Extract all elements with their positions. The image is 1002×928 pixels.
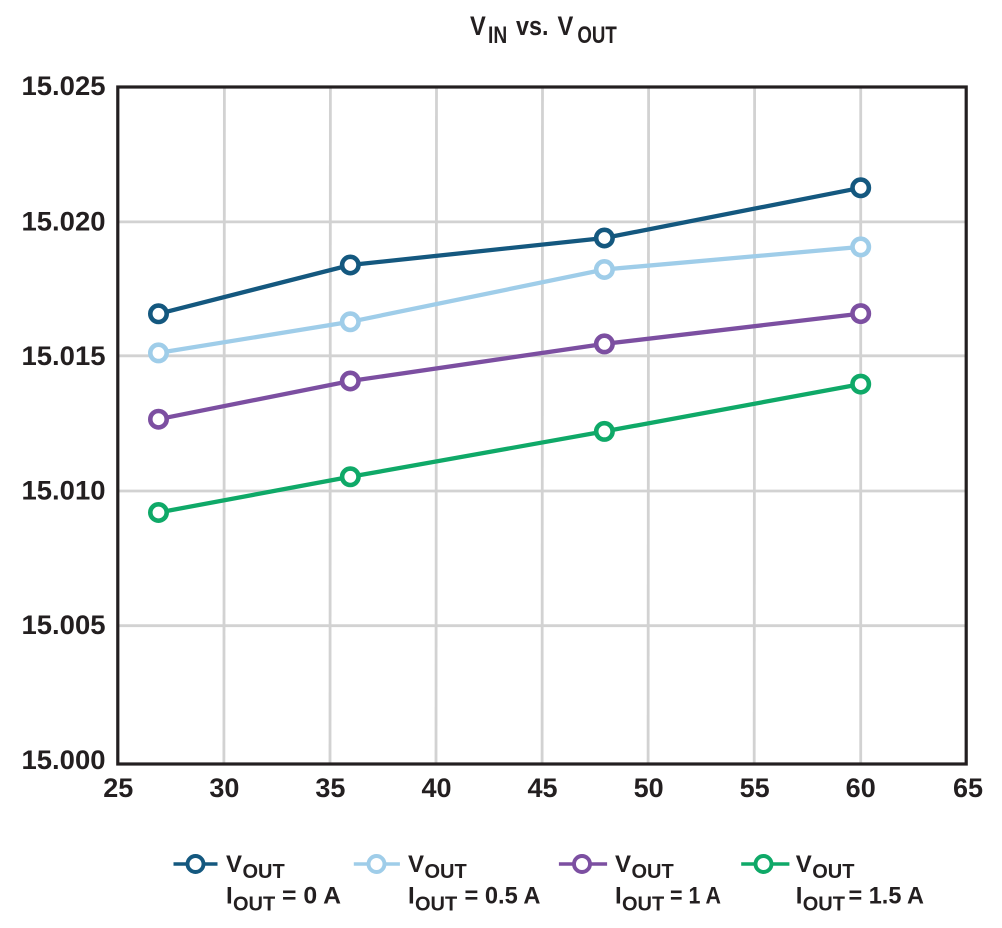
svg-text:I: I bbox=[615, 883, 622, 910]
svg-text:V: V bbox=[558, 11, 574, 41]
svg-text:35: 35 bbox=[315, 773, 345, 803]
svg-text:OUT: OUT bbox=[632, 861, 674, 883]
svg-text:60: 60 bbox=[846, 773, 876, 803]
svg-text:25: 25 bbox=[103, 773, 133, 803]
svg-text:OUT: OUT bbox=[622, 894, 664, 916]
svg-text:= 1 A: = 1 A bbox=[670, 883, 721, 910]
svg-text:= 1.5 A: = 1.5 A bbox=[849, 883, 925, 910]
svg-text:OUT: OUT bbox=[233, 894, 275, 916]
svg-text:OUT: OUT bbox=[243, 861, 285, 883]
svg-text:= 0 A: = 0 A bbox=[282, 883, 341, 910]
svg-text:OUT: OUT bbox=[425, 861, 467, 883]
svg-text:= 0.5 A: = 0.5 A bbox=[465, 883, 541, 910]
svg-text:15.025: 15.025 bbox=[22, 71, 106, 101]
svg-text:V: V bbox=[615, 851, 631, 878]
svg-text:I: I bbox=[796, 883, 803, 910]
svg-text:vs.: vs. bbox=[516, 11, 549, 41]
svg-text:OUT: OUT bbox=[812, 861, 854, 883]
svg-text:15.015: 15.015 bbox=[22, 341, 106, 371]
svg-text:30: 30 bbox=[209, 773, 239, 803]
svg-text:55: 55 bbox=[740, 773, 770, 803]
svg-text:15.005: 15.005 bbox=[22, 610, 106, 640]
svg-text:V: V bbox=[226, 851, 242, 878]
svg-text:V: V bbox=[470, 11, 486, 41]
svg-text:45: 45 bbox=[527, 773, 557, 803]
svg-text:I: I bbox=[226, 883, 233, 910]
svg-text:IN: IN bbox=[488, 22, 507, 49]
svg-text:15.020: 15.020 bbox=[22, 207, 106, 237]
svg-text:40: 40 bbox=[421, 773, 451, 803]
svg-text:65: 65 bbox=[953, 773, 983, 803]
svg-text:OUT: OUT bbox=[803, 894, 845, 916]
svg-text:OUT: OUT bbox=[415, 894, 457, 916]
svg-text:15.000: 15.000 bbox=[22, 745, 106, 775]
svg-text:V: V bbox=[796, 851, 812, 878]
svg-text:V: V bbox=[408, 851, 424, 878]
svg-text:50: 50 bbox=[634, 773, 664, 803]
svg-text:15.010: 15.010 bbox=[22, 475, 106, 505]
svg-text:I: I bbox=[408, 883, 415, 910]
svg-text:OUT: OUT bbox=[577, 22, 617, 49]
